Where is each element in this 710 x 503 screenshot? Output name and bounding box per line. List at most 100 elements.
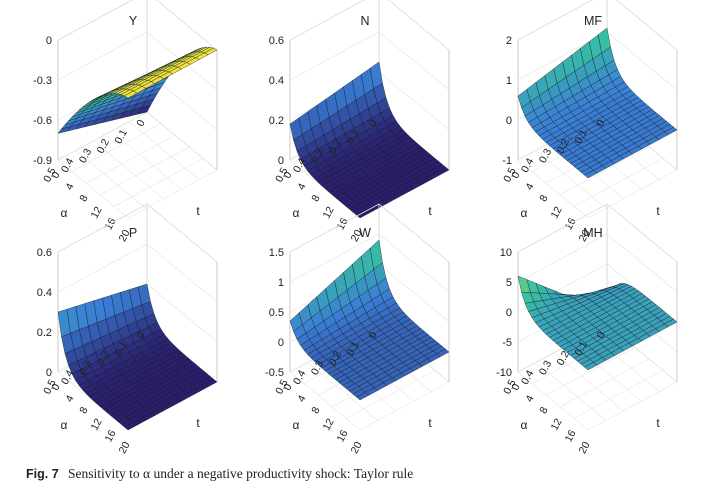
surface-n bbox=[289, 61, 450, 219]
alpha-axis-label: α bbox=[521, 206, 528, 220]
t-tick-label: 12 bbox=[321, 416, 337, 432]
z-tick-label: 0.2 bbox=[37, 327, 52, 339]
t-tick-label: 16 bbox=[563, 216, 579, 232]
z-tick-label: 0.5 bbox=[269, 307, 284, 319]
caption-text: Sensitivity to α under a negative produc… bbox=[68, 466, 414, 481]
z-tick-label: -0.9 bbox=[33, 155, 52, 167]
z-tick-label: 1.5 bbox=[269, 247, 284, 259]
z-tick-label: 0.6 bbox=[269, 35, 284, 47]
alpha-tick-label: 0 bbox=[594, 118, 607, 129]
alpha-tick-label: 0 bbox=[134, 330, 147, 341]
alpha-tick-label: 0 bbox=[594, 330, 607, 341]
panel-title: P bbox=[129, 226, 137, 240]
z-tick-label: 0.6 bbox=[37, 247, 52, 259]
t-tick-label: 12 bbox=[549, 416, 565, 432]
alpha-tick-label: 0.4 bbox=[59, 156, 77, 175]
t-tick-label: 4 bbox=[63, 181, 76, 192]
t-axis-label: t bbox=[428, 204, 432, 218]
z-tick-label: 0.2 bbox=[269, 115, 284, 127]
t-tick-label: 0 bbox=[49, 382, 62, 393]
z-tick-label: 0 bbox=[46, 367, 52, 379]
surface-w bbox=[289, 239, 450, 401]
t-tick-label: 12 bbox=[549, 204, 565, 220]
t-tick-label: 12 bbox=[89, 416, 105, 432]
t-axis-label: t bbox=[196, 204, 200, 218]
t-tick-label: 0 bbox=[509, 382, 522, 393]
t-tick-label: 16 bbox=[103, 428, 119, 444]
t-tick-label: 4 bbox=[523, 181, 536, 192]
t-tick-label: 8 bbox=[537, 405, 550, 416]
t-tick-label: 4 bbox=[295, 181, 308, 192]
t-tick-label: 20 bbox=[349, 440, 365, 456]
z-tick-label: -1 bbox=[502, 155, 512, 167]
t-axis-label: t bbox=[428, 416, 432, 430]
z-tick-label: 10 bbox=[500, 247, 512, 259]
surface-p bbox=[57, 283, 218, 431]
t-tick-label: 0 bbox=[281, 382, 294, 393]
t-tick-label: 20 bbox=[117, 228, 133, 244]
alpha-axis-label: α bbox=[521, 418, 528, 432]
alpha-axis-label: α bbox=[61, 206, 68, 220]
t-tick-label: 16 bbox=[103, 216, 119, 232]
z-tick-label: 0.4 bbox=[37, 287, 52, 299]
t-tick-label: 20 bbox=[577, 228, 593, 244]
panel-title: MF bbox=[584, 14, 602, 28]
z-tick-label: 1 bbox=[506, 75, 512, 87]
caption-label: Fig. 7 bbox=[26, 467, 59, 481]
alpha-tick-label: 0 bbox=[134, 118, 147, 129]
t-tick-label: 0 bbox=[509, 170, 522, 181]
z-tick-label: -0.3 bbox=[33, 75, 52, 87]
alpha-tick-label: 0.2 bbox=[95, 137, 113, 156]
surface-mh bbox=[517, 275, 678, 371]
t-tick-label: 4 bbox=[295, 393, 308, 404]
t-tick-label: 8 bbox=[537, 193, 550, 204]
z-tick-label: 1 bbox=[278, 277, 284, 289]
panel-grid bbox=[57, 0, 218, 219]
t-tick-label: 12 bbox=[89, 204, 105, 220]
z-tick-label: 0 bbox=[506, 307, 512, 319]
z-tick-label: -0.5 bbox=[265, 367, 284, 379]
z-tick-label: -10 bbox=[496, 367, 512, 379]
t-axis-label: t bbox=[656, 416, 660, 430]
t-tick-label: 16 bbox=[335, 216, 351, 232]
alpha-tick-label: 0 bbox=[366, 330, 379, 341]
t-tick-label: 20 bbox=[577, 440, 593, 456]
t-axis-label: t bbox=[196, 416, 200, 430]
panel-title: Y bbox=[129, 14, 138, 28]
z-tick-label: 5 bbox=[506, 277, 512, 289]
t-tick-label: 0 bbox=[281, 170, 294, 181]
z-tick-label: -0.6 bbox=[33, 115, 52, 127]
alpha-axis-label: α bbox=[293, 206, 300, 220]
alpha-tick-label: 0.3 bbox=[537, 358, 555, 377]
z-tick-label: 0 bbox=[506, 115, 512, 127]
alpha-tick-label: 0 bbox=[366, 118, 379, 129]
t-tick-label: 8 bbox=[77, 405, 90, 416]
panel-y: Y0-0.3-0.6-0.90.50.40.30.20.10048121620α… bbox=[33, 0, 218, 244]
alpha-axis-label: α bbox=[61, 418, 68, 432]
alpha-tick-label: 0.3 bbox=[77, 146, 95, 165]
panel-title: MH bbox=[583, 226, 602, 240]
z-tick-label: 0 bbox=[46, 35, 52, 47]
z-tick-label: 0 bbox=[278, 337, 284, 349]
z-tick-label: 2 bbox=[506, 35, 512, 47]
t-axis-label: t bbox=[656, 204, 660, 218]
t-tick-label: 8 bbox=[309, 193, 322, 204]
z-tick-label: -5 bbox=[502, 337, 512, 349]
surface-mf bbox=[517, 27, 678, 179]
alpha-tick-label: 0.3 bbox=[537, 146, 555, 165]
surface-y bbox=[57, 46, 218, 134]
t-tick-label: 20 bbox=[117, 440, 133, 456]
t-tick-label: 4 bbox=[63, 393, 76, 404]
alpha-tick-label: 0.4 bbox=[519, 156, 537, 175]
alpha-tick-label: 0.4 bbox=[291, 368, 309, 387]
z-tick-label: 0 bbox=[278, 155, 284, 167]
t-tick-label: 16 bbox=[563, 428, 579, 444]
panel-title: W bbox=[359, 226, 371, 240]
z-tick-label: 0.4 bbox=[269, 75, 284, 87]
figure-panels: Y0-0.3-0.6-0.90.50.40.30.20.10048121620α… bbox=[33, 0, 678, 456]
t-tick-label: 16 bbox=[335, 428, 351, 444]
t-tick-label: 12 bbox=[321, 204, 337, 220]
t-tick-label: 8 bbox=[309, 405, 322, 416]
